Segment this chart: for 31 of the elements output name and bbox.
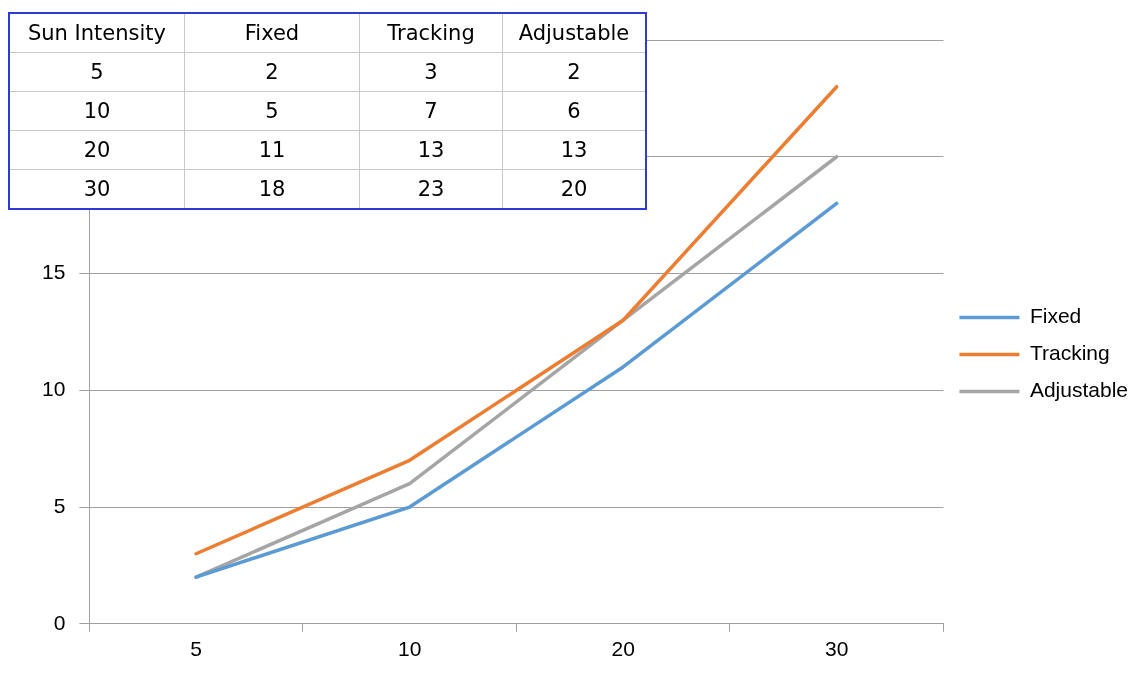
annotation: 5 <box>184 91 360 131</box>
annotation: 13 <box>359 130 503 170</box>
x-tick-label: 30 <box>824 637 849 661</box>
annotation: 5 <box>9 52 185 92</box>
annotation: 11 <box>184 130 360 170</box>
x-tick-label: 5 <box>190 637 202 661</box>
x-tick-label: 10 <box>397 637 422 661</box>
legend-label: Tracking <box>1029 341 1110 365</box>
annotation: 20 <box>502 169 646 209</box>
annotation: 13 <box>502 130 646 170</box>
y-tick-label: 15 <box>42 260 66 284</box>
annotation: 18 <box>184 169 360 209</box>
y-tick-label: 10 <box>42 377 66 401</box>
annotation: 20 <box>9 130 185 170</box>
annotation: 30 <box>9 169 185 209</box>
annotation: Tracking <box>359 13 503 53</box>
annotation: 6 <box>502 91 646 131</box>
annotation: Fixed <box>184 13 360 53</box>
annotation: 2 <box>184 52 360 92</box>
x-tick-label: 20 <box>611 637 635 661</box>
annotation: 23 <box>359 169 503 209</box>
y-tick-label: 0 <box>53 610 66 634</box>
annotation: 7 <box>359 91 503 131</box>
annotation: Sun Intensity <box>9 13 185 53</box>
annotation: 2 <box>502 52 646 92</box>
annotation: Adjustable <box>502 13 646 53</box>
y-tick-label: 5 <box>53 493 66 517</box>
legend-label: Fixed <box>1029 304 1082 328</box>
legend-label: Adjustable <box>1029 378 1129 402</box>
annotation: 3 <box>359 52 503 92</box>
annotation: 10 <box>9 91 185 131</box>
